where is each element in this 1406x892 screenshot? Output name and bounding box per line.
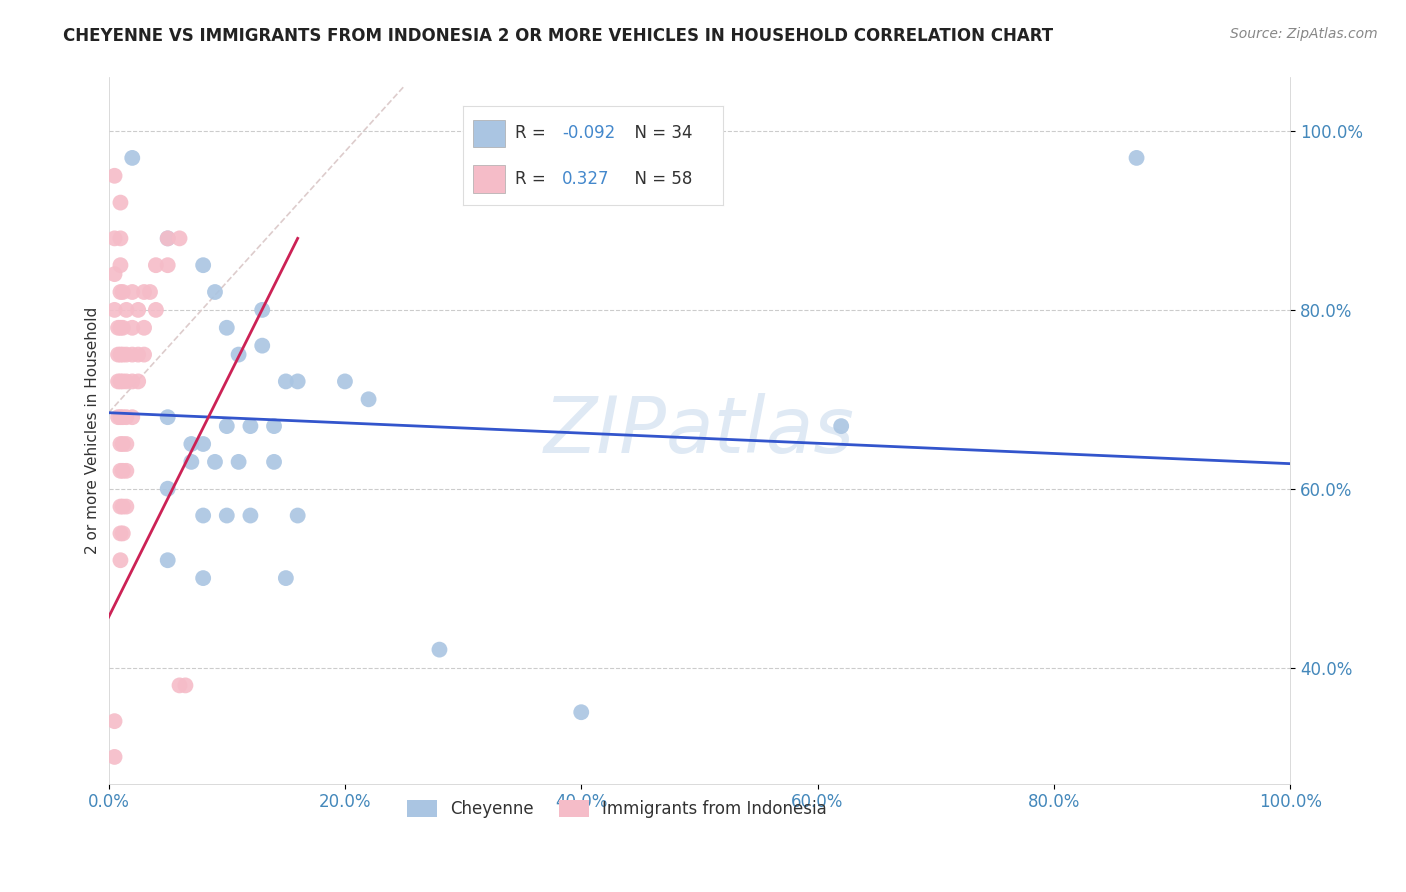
Point bbox=[252, 339, 274, 353]
Y-axis label: 2 or more Vehicles in Household: 2 or more Vehicles in Household bbox=[86, 307, 100, 554]
Point bbox=[111, 526, 134, 541]
Point bbox=[287, 375, 309, 389]
Point bbox=[110, 500, 132, 514]
Point bbox=[103, 750, 125, 764]
Point bbox=[132, 285, 155, 299]
Point bbox=[110, 437, 132, 451]
Legend: Cheyenne, Immigrants from Indonesia: Cheyenne, Immigrants from Indonesia bbox=[399, 793, 834, 825]
Point bbox=[156, 231, 179, 245]
Point bbox=[191, 437, 214, 451]
Point bbox=[111, 320, 134, 334]
Point bbox=[111, 410, 134, 425]
Point bbox=[121, 375, 143, 389]
Text: CHEYENNE VS IMMIGRANTS FROM INDONESIA 2 OR MORE VEHICLES IN HOUSEHOLD CORRELATIO: CHEYENNE VS IMMIGRANTS FROM INDONESIA 2 … bbox=[63, 27, 1053, 45]
Point bbox=[110, 348, 132, 362]
Point bbox=[103, 169, 125, 183]
Point bbox=[107, 410, 129, 425]
Point bbox=[111, 437, 134, 451]
Point bbox=[115, 464, 138, 478]
Text: ZIPatlas: ZIPatlas bbox=[544, 392, 855, 468]
Point bbox=[191, 508, 214, 523]
Point bbox=[263, 419, 285, 434]
Point bbox=[115, 500, 138, 514]
Point bbox=[263, 455, 285, 469]
Point bbox=[110, 285, 132, 299]
Point bbox=[127, 302, 149, 317]
Point bbox=[132, 320, 155, 334]
Point bbox=[110, 526, 132, 541]
Point bbox=[191, 571, 214, 585]
Point bbox=[287, 508, 309, 523]
Point bbox=[169, 678, 191, 692]
Point bbox=[180, 437, 202, 451]
Point bbox=[429, 642, 451, 657]
Point bbox=[357, 392, 380, 407]
Point bbox=[204, 285, 226, 299]
Point bbox=[115, 410, 138, 425]
Point bbox=[156, 410, 179, 425]
Point bbox=[228, 455, 250, 469]
Point bbox=[110, 320, 132, 334]
Point bbox=[274, 571, 297, 585]
Text: Source: ZipAtlas.com: Source: ZipAtlas.com bbox=[1230, 27, 1378, 41]
Point bbox=[110, 195, 132, 210]
Point bbox=[274, 375, 297, 389]
Point bbox=[215, 320, 238, 334]
Point bbox=[111, 285, 134, 299]
Point bbox=[107, 320, 129, 334]
Point bbox=[111, 500, 134, 514]
Point bbox=[239, 419, 262, 434]
Point bbox=[145, 302, 167, 317]
Point bbox=[156, 258, 179, 272]
Point bbox=[156, 231, 179, 245]
Point bbox=[174, 678, 197, 692]
Point bbox=[215, 508, 238, 523]
Point bbox=[127, 375, 149, 389]
Point bbox=[115, 375, 138, 389]
Point bbox=[191, 258, 214, 272]
Point bbox=[107, 375, 129, 389]
Point bbox=[239, 508, 262, 523]
Point bbox=[121, 285, 143, 299]
Point bbox=[169, 231, 191, 245]
Point bbox=[111, 375, 134, 389]
Point bbox=[180, 455, 202, 469]
Point bbox=[110, 375, 132, 389]
Point bbox=[115, 437, 138, 451]
Point bbox=[252, 302, 274, 317]
Point bbox=[215, 419, 238, 434]
Point bbox=[156, 482, 179, 496]
Point bbox=[103, 714, 125, 728]
Point bbox=[110, 464, 132, 478]
Point bbox=[156, 553, 179, 567]
Point bbox=[115, 302, 138, 317]
Point bbox=[107, 348, 129, 362]
Point bbox=[103, 302, 125, 317]
Point bbox=[121, 348, 143, 362]
Point bbox=[110, 410, 132, 425]
Point bbox=[228, 348, 250, 362]
Point bbox=[333, 375, 356, 389]
Point bbox=[111, 464, 134, 478]
Point bbox=[1125, 151, 1147, 165]
Point bbox=[121, 320, 143, 334]
Point bbox=[145, 258, 167, 272]
Point bbox=[110, 231, 132, 245]
Point bbox=[132, 348, 155, 362]
Point bbox=[103, 267, 125, 281]
Point bbox=[115, 348, 138, 362]
Point bbox=[110, 553, 132, 567]
Point bbox=[121, 151, 143, 165]
Point bbox=[103, 231, 125, 245]
Point bbox=[204, 455, 226, 469]
Point bbox=[569, 705, 592, 719]
Point bbox=[110, 258, 132, 272]
Point bbox=[111, 348, 134, 362]
Point bbox=[139, 285, 162, 299]
Point bbox=[830, 419, 852, 434]
Point bbox=[121, 410, 143, 425]
Point bbox=[127, 348, 149, 362]
